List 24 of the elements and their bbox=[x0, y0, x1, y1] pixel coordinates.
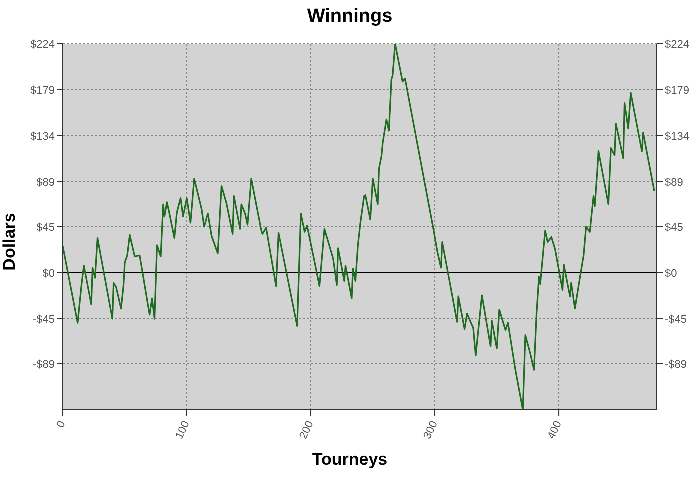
chart-title: Winnings bbox=[306, 6, 394, 28]
y2-tick-label: $224 bbox=[665, 38, 690, 51]
y-tick-label: $89 bbox=[36, 176, 55, 189]
y2-tick-label: -$89 bbox=[665, 358, 688, 371]
y-tick-label: -$45 bbox=[32, 314, 55, 326]
x-tick-label: 300 bbox=[422, 419, 440, 442]
y2-tick-label: $134 bbox=[665, 130, 690, 143]
x-tick-label: 200 bbox=[298, 419, 316, 442]
y-axis-title: Dollars bbox=[0, 212, 20, 273]
x-tick-label: 0 bbox=[54, 419, 68, 430]
x-tick-label: 400 bbox=[546, 419, 564, 442]
y-tick-label: -$89 bbox=[32, 358, 55, 371]
x-tick-label: 100 bbox=[174, 419, 192, 442]
y-tick-label: $179 bbox=[30, 84, 55, 97]
y2-tick-label: $179 bbox=[665, 84, 690, 97]
y-tick-label: $0 bbox=[42, 268, 55, 280]
y2-tick-label: $0 bbox=[665, 268, 678, 280]
y2-tick-label: -$45 bbox=[665, 314, 688, 326]
x-axis-title: Tourneys bbox=[311, 450, 389, 470]
y-tick-label: $45 bbox=[36, 222, 55, 234]
y2-tick-label: $45 bbox=[665, 222, 684, 234]
y2-tick-label: $89 bbox=[665, 176, 684, 189]
y-tick-label: $224 bbox=[30, 38, 55, 51]
y-tick-label: $134 bbox=[30, 130, 55, 143]
